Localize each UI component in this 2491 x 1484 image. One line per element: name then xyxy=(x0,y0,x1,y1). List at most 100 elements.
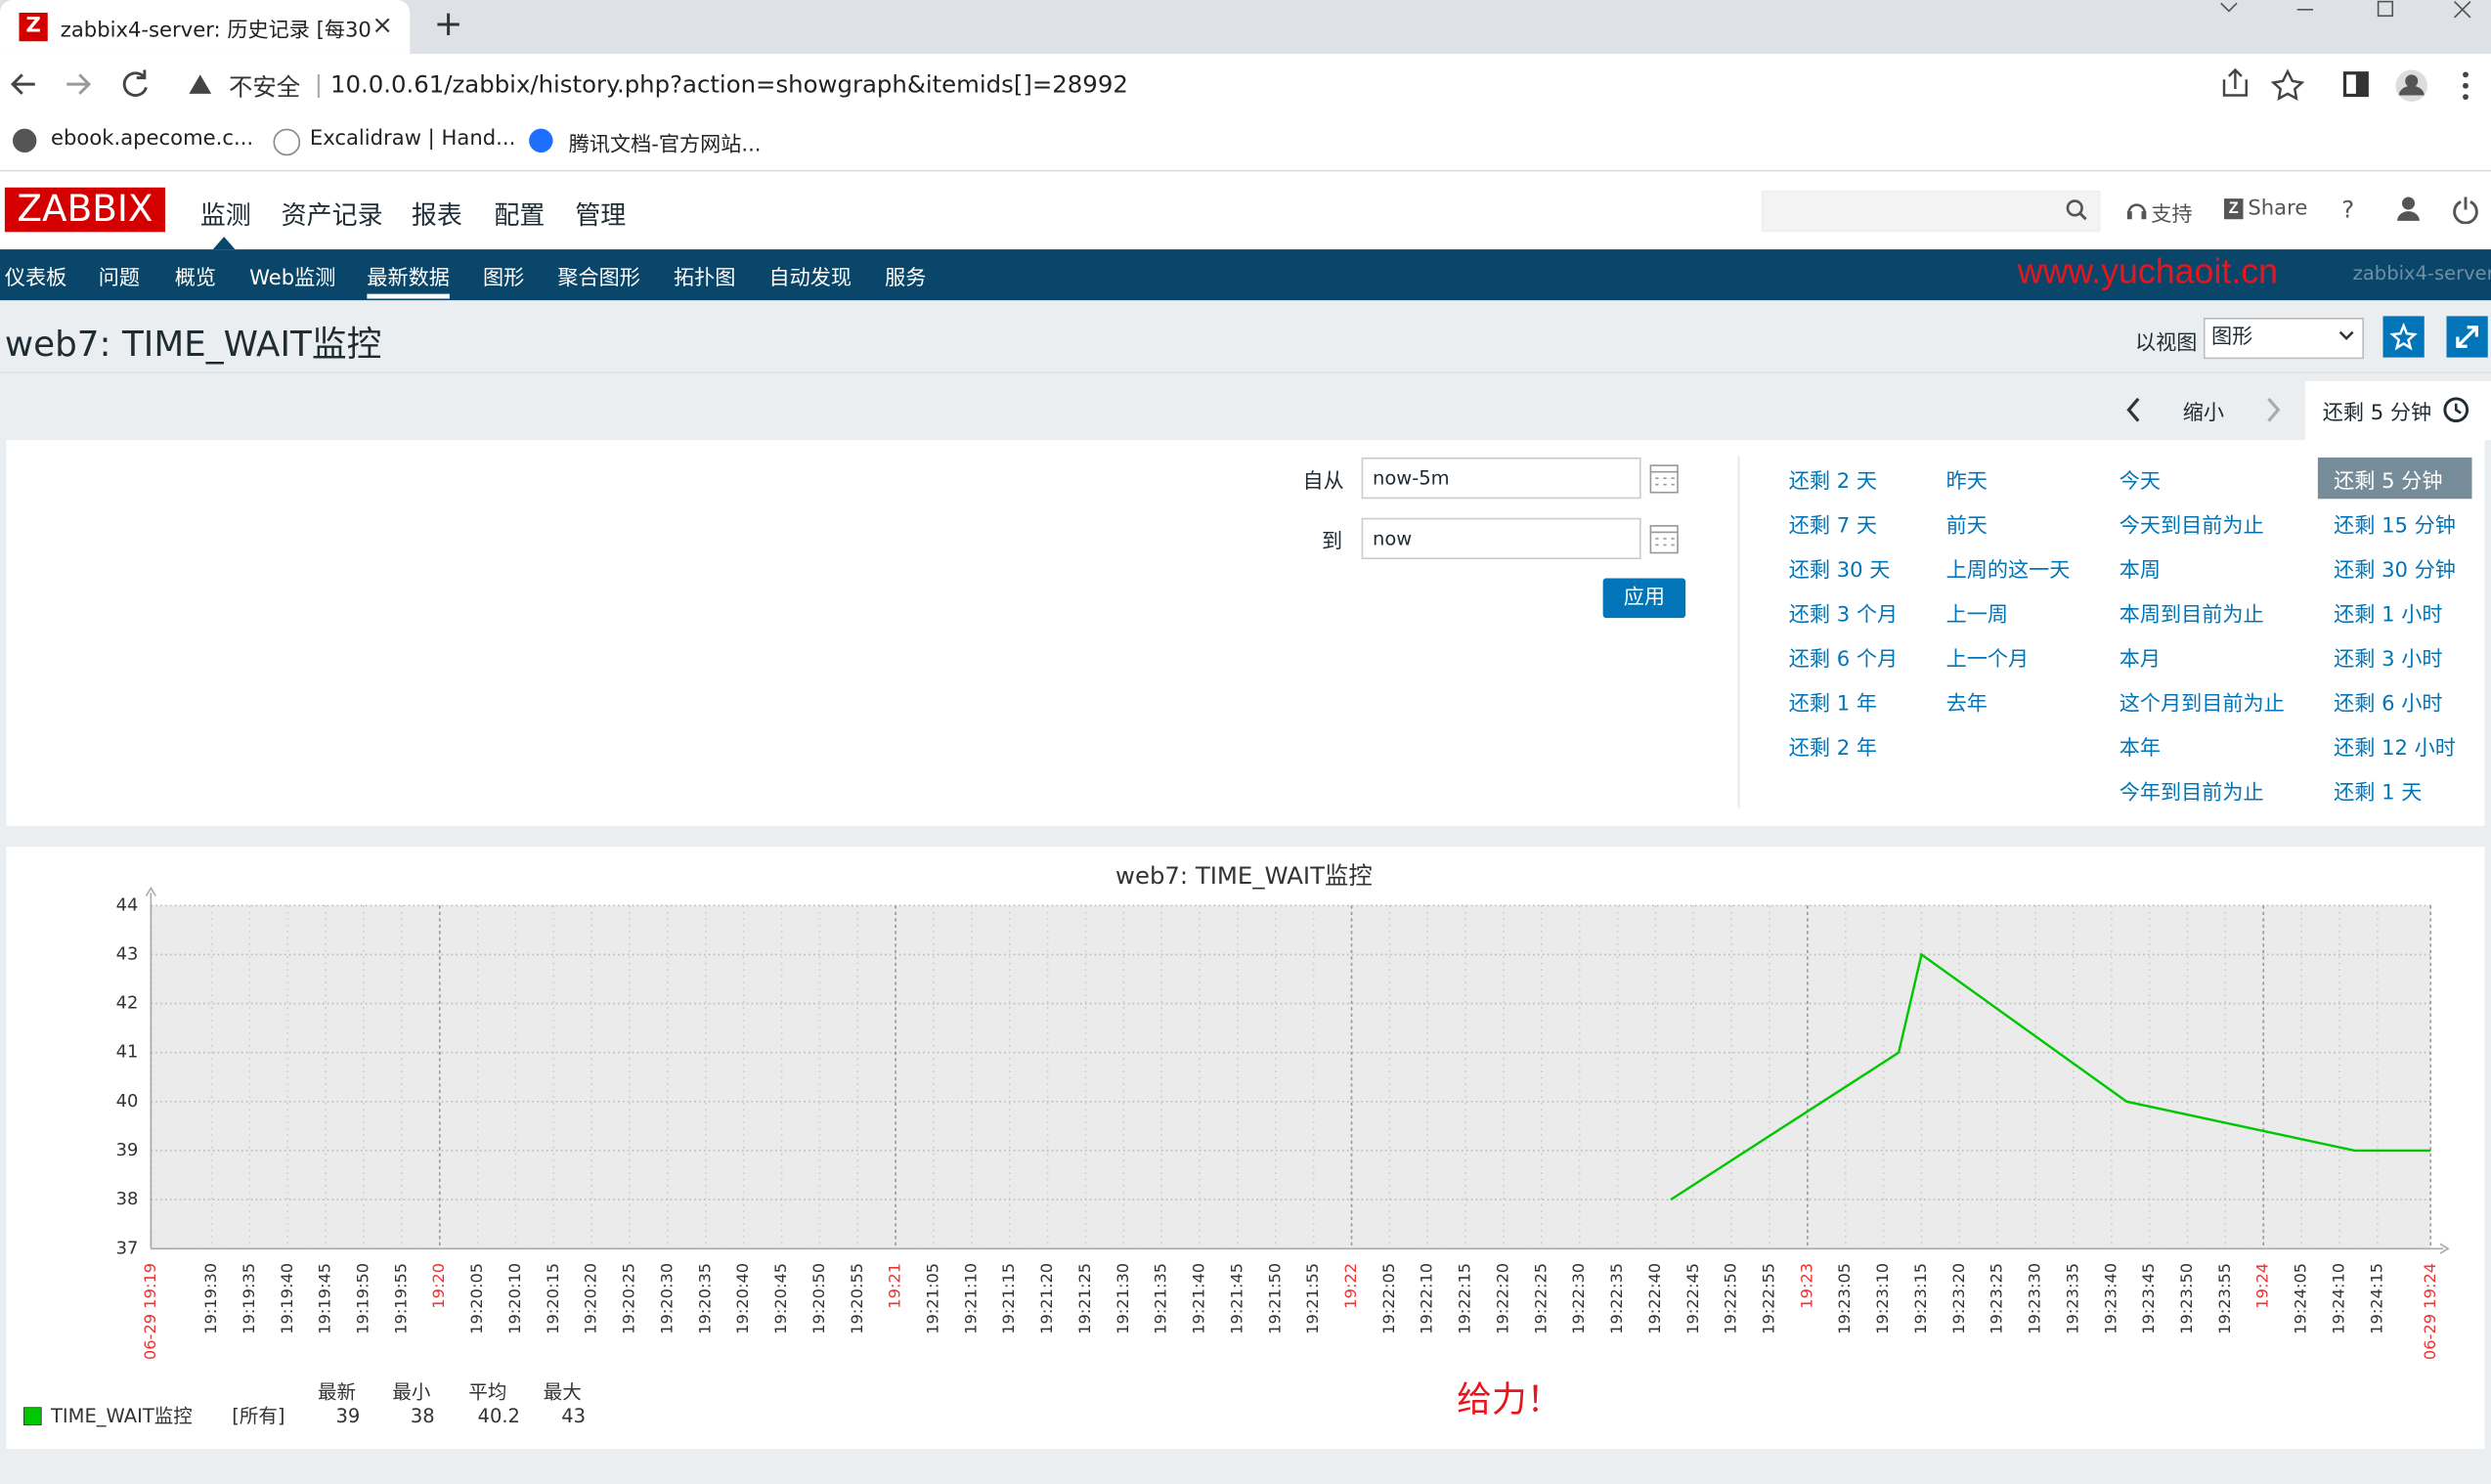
quick-range[interactable]: 还剩 3 个月 xyxy=(1789,597,1898,628)
y-tick-label: 37 xyxy=(116,1238,139,1258)
x-tick-label: 19:19:55 xyxy=(391,1263,410,1334)
bookmark-icon xyxy=(529,129,552,153)
x-tick-label: 19:23:30 xyxy=(2026,1263,2044,1334)
x-tick-label: 19:23:40 xyxy=(2101,1263,2120,1334)
quick-range[interactable]: 还剩 30 天 xyxy=(1789,553,1891,584)
x-tick-label: 19:22:05 xyxy=(1379,1263,1398,1334)
sub-nav-item[interactable]: 服务 xyxy=(885,261,926,291)
x-tick-label: 19:20:20 xyxy=(582,1263,600,1334)
sub-nav-item[interactable]: 拓扑图 xyxy=(674,261,735,291)
x-tick-label: 19:21:10 xyxy=(961,1263,980,1334)
quick-range[interactable]: 上一个月 xyxy=(1946,642,2030,673)
x-tick-label: 19:23:15 xyxy=(1911,1263,1930,1334)
x-tick-label: 19:21:55 xyxy=(1303,1263,1322,1334)
x-tick-label: 19:21:35 xyxy=(1152,1263,1170,1334)
x-tick-label: 19:19:30 xyxy=(201,1263,220,1334)
sub-nav-item[interactable]: 问题 xyxy=(99,261,140,291)
bookmark[interactable]: 腾讯文档-官方网站... xyxy=(569,127,762,157)
bookmark[interactable]: ebook.apecome.c... xyxy=(51,127,253,151)
legend-label: TIME_WAIT监控 xyxy=(50,1405,193,1427)
x-tick-label: 19:23 xyxy=(1797,1263,1815,1309)
x-tick-label: 19:22:10 xyxy=(1418,1263,1436,1334)
x-tick-label: 19:20:35 xyxy=(695,1263,714,1334)
legend-stat-value: 38 xyxy=(411,1405,435,1427)
x-tick-label: 19:20 xyxy=(429,1263,448,1309)
quick-range[interactable]: 本月 xyxy=(2120,642,2161,673)
x-tick-label: 19:23:05 xyxy=(1835,1263,1854,1334)
x-tick-label: 19:20:40 xyxy=(733,1263,752,1334)
quick-range[interactable]: 前天 xyxy=(1946,508,1988,539)
x-tick-label: 19:20:50 xyxy=(809,1263,828,1334)
annotation: 给力！ xyxy=(1457,1379,1561,1419)
sub-nav-item[interactable]: Web监测 xyxy=(249,261,335,291)
x-tick-label: 19:20:25 xyxy=(620,1263,638,1334)
plot-area xyxy=(151,905,2430,1248)
sub-nav-item[interactable]: 仪表板 xyxy=(5,261,66,291)
x-tick-label: 19:19:50 xyxy=(354,1263,372,1334)
x-tick-label: 19:19:35 xyxy=(240,1263,258,1334)
sub-nav-item[interactable]: 概览 xyxy=(175,261,216,291)
y-tick-label: 43 xyxy=(116,943,139,964)
quick-range[interactable]: 本周 xyxy=(2120,553,2161,584)
y-tick-label: 41 xyxy=(116,1042,139,1063)
quick-range[interactable]: 还剩 1 年 xyxy=(1789,686,1877,717)
x-tick-label: 06-29 19:19 xyxy=(141,1263,159,1360)
legend-stat-value: 40.2 xyxy=(478,1405,520,1427)
x-tick-label: 19:24:15 xyxy=(2367,1263,2385,1334)
x-tick-label: 19:22:55 xyxy=(1760,1263,1778,1334)
quick-range[interactable]: 还剩 1 小时 xyxy=(2334,597,2442,628)
bookmark-icon xyxy=(13,129,36,153)
y-tick-label: 42 xyxy=(116,993,139,1014)
x-tick-label: 19:22:50 xyxy=(1722,1263,1740,1334)
quick-range[interactable]: 昨天 xyxy=(1946,464,1988,495)
x-tick-label: 19:24 xyxy=(2253,1263,2272,1309)
x-tick-label: 19:21:15 xyxy=(999,1263,1018,1334)
x-tick-label: 19:23:45 xyxy=(2139,1263,2158,1334)
x-tick-label: 19:20:05 xyxy=(467,1263,486,1334)
quick-range[interactable]: 今天 xyxy=(2120,464,2161,495)
quick-range[interactable]: 还剩 15 分钟 xyxy=(2334,508,2456,539)
legend-stat-header: 最大 xyxy=(544,1381,582,1404)
sub-nav-item[interactable]: 自动发现 xyxy=(769,261,852,291)
quick-range[interactable]: 今天到目前为止 xyxy=(2120,508,2264,539)
sub-nav-item[interactable]: 最新数据 xyxy=(367,261,450,299)
quick-range[interactable]: 上周的这一天 xyxy=(1946,553,2071,584)
quick-range[interactable]: 今年到目前为止 xyxy=(2120,775,2264,806)
quick-range[interactable]: 还剩 6 小时 xyxy=(2334,686,2442,717)
menu-item[interactable]: 监测 xyxy=(200,194,251,232)
quick-range[interactable]: 还剩 30 分钟 xyxy=(2334,553,2456,584)
bookmark[interactable]: Excalidraw | Hand... xyxy=(310,127,515,151)
chart-title: web7: TIME_WAIT监控 xyxy=(1115,861,1373,890)
quick-range[interactable]: 这个月到目前为止 xyxy=(2120,686,2285,717)
quick-range[interactable]: 本年 xyxy=(2120,731,2161,762)
x-tick-label: 19:21:40 xyxy=(1190,1263,1208,1334)
x-tick-label: 19:21:50 xyxy=(1265,1263,1284,1334)
x-tick-label: 19:21 xyxy=(886,1263,904,1309)
legend-stat-value: 39 xyxy=(335,1405,360,1427)
quick-range[interactable]: 还剩 2 天 xyxy=(1789,464,1877,495)
quick-range[interactable]: 还剩 3 小时 xyxy=(2334,642,2442,673)
quick-range[interactable]: 本周到目前为止 xyxy=(2120,597,2264,628)
legend-scope: [所有] xyxy=(232,1405,284,1427)
quick-range[interactable]: 上一周 xyxy=(1946,597,2008,628)
quick-range[interactable]: 还剩 6 个月 xyxy=(1789,642,1898,673)
x-tick-label: 19:22 xyxy=(1341,1263,1360,1309)
x-tick-label: 06-29 19:24 xyxy=(2421,1263,2439,1360)
menu-item[interactable]: 管理 xyxy=(575,194,626,232)
y-tick-label: 39 xyxy=(116,1140,139,1160)
x-tick-label: 19:22:45 xyxy=(1683,1263,1702,1334)
quick-range[interactable]: 还剩 12 小时 xyxy=(2334,731,2456,762)
y-tick-label: 44 xyxy=(116,895,139,915)
quick-range[interactable]: 还剩 2 年 xyxy=(1789,731,1877,762)
legend-swatch xyxy=(23,1408,41,1425)
sub-nav-item[interactable]: 聚合图形 xyxy=(557,261,640,291)
sub-nav-item[interactable]: 图形 xyxy=(483,261,524,291)
menu-item[interactable]: 资产记录 xyxy=(282,194,383,232)
x-tick-label: 19:21:20 xyxy=(1037,1263,1056,1334)
quick-range[interactable]: 还剩 7 天 xyxy=(1789,508,1877,539)
quick-range[interactable]: 还剩 5 分钟 xyxy=(2334,464,2442,495)
quick-range[interactable]: 还剩 1 天 xyxy=(2334,775,2422,806)
menu-item[interactable]: 报表 xyxy=(412,194,462,232)
menu-item[interactable]: 配置 xyxy=(494,194,545,232)
quick-range[interactable]: 去年 xyxy=(1946,686,1988,717)
